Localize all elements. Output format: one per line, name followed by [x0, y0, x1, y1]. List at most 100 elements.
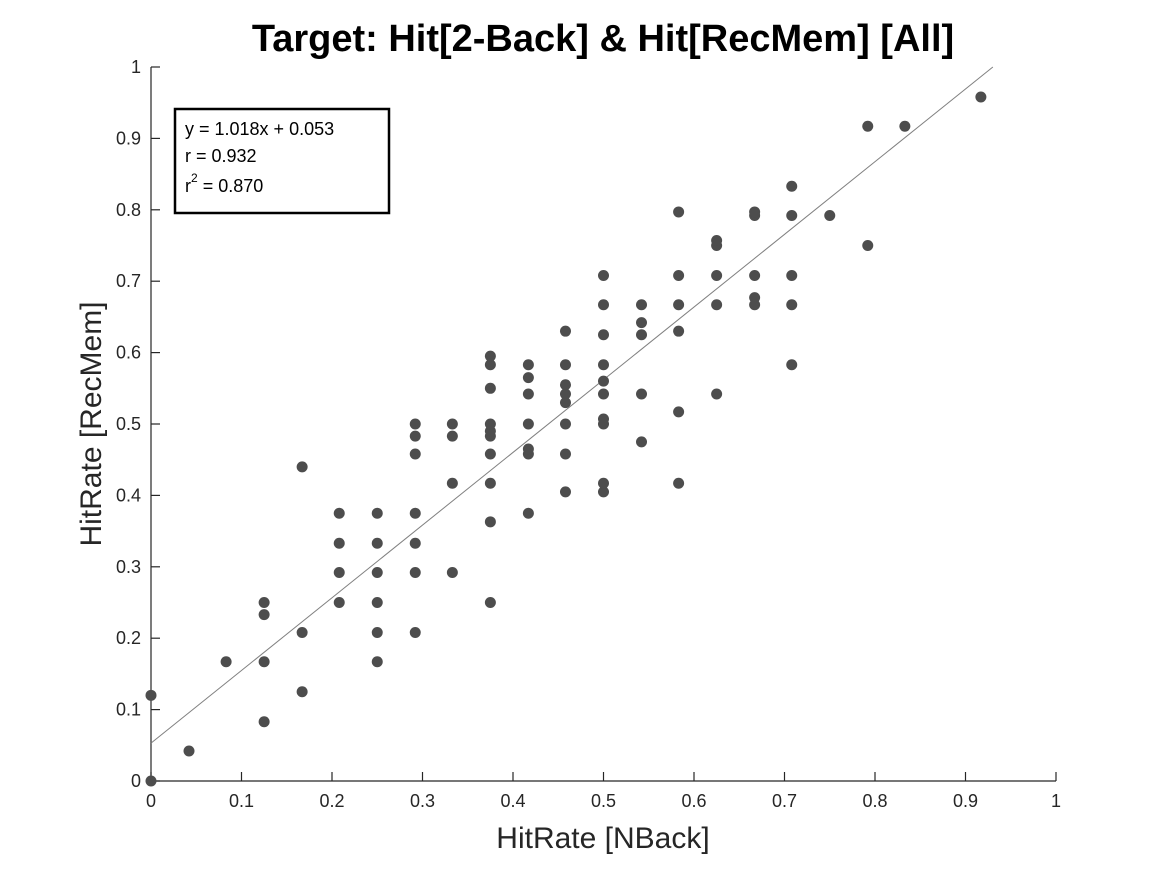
- data-point: [484, 597, 496, 608]
- data-point: [296, 626, 308, 638]
- y-axis-label: HitRate [RecMem]: [75, 301, 108, 546]
- data-point: [673, 206, 685, 218]
- data-point: [786, 299, 798, 311]
- data-point: [258, 656, 270, 668]
- data-point: [296, 461, 308, 473]
- x-tick-label: 0.4: [500, 791, 525, 811]
- stats-box: y = 1.018x + 0.053 r = 0.932 r2 = 0.870: [173, 107, 391, 215]
- data-point: [333, 537, 345, 549]
- data-point: [598, 269, 609, 281]
- data-point: [636, 388, 648, 400]
- stats-r2: r2 = 0.870: [185, 171, 263, 196]
- data-point: [711, 269, 723, 281]
- data-point: [409, 430, 421, 442]
- x-tick-label: 0.1: [229, 791, 254, 811]
- data-point: [711, 299, 723, 311]
- x-axis-label: HitRate [NBack]: [496, 822, 709, 855]
- data-points: [145, 91, 987, 787]
- data-point: [711, 235, 723, 247]
- data-point: [598, 359, 609, 371]
- data-point: [636, 299, 648, 311]
- stats-equation: y = 1.018x + 0.053: [185, 119, 334, 139]
- data-point: [258, 597, 270, 608]
- data-point: [409, 418, 421, 430]
- y-tick-label: 0.7: [116, 271, 141, 291]
- data-point: [862, 120, 874, 132]
- data-point: [145, 689, 157, 701]
- data-point: [371, 626, 383, 638]
- tick-group: 0 0.1 0.2 0.3 0.4 0.5 0.6 0.7 0.8 0.9 1 0 0.1 0.2 0.3 0…: [116, 57, 1061, 811]
- stats-box-frame: [173, 107, 391, 215]
- data-point: [673, 325, 685, 337]
- y-tick-label: 0.4: [116, 485, 141, 505]
- data-point: [598, 486, 609, 498]
- data-point: [371, 507, 383, 519]
- data-point: [409, 626, 421, 638]
- stats-r2-value: = 0.870: [198, 176, 264, 196]
- data-point: [522, 388, 534, 400]
- data-point: [409, 448, 421, 460]
- data-point: [522, 372, 534, 384]
- data-point: [786, 269, 798, 281]
- data-point: [409, 567, 421, 579]
- x-tick-label: 0.7: [772, 791, 797, 811]
- data-point: [559, 486, 571, 498]
- y-tick-label: 0.9: [116, 128, 141, 148]
- data-point: [598, 477, 609, 489]
- data-point: [899, 120, 911, 132]
- data-point: [484, 448, 496, 460]
- data-point: [371, 656, 383, 668]
- data-point: [522, 359, 534, 371]
- data-point: [446, 567, 458, 579]
- data-point: [446, 477, 458, 489]
- data-point: [484, 359, 496, 371]
- data-point: [333, 597, 345, 608]
- data-point: [484, 516, 496, 528]
- data-point: [673, 406, 685, 418]
- data-point: [598, 375, 609, 387]
- x-tick-label: 0: [146, 791, 156, 811]
- x-tick-label: 0.2: [319, 791, 344, 811]
- y-tick-label: 0.1: [116, 700, 141, 720]
- data-point: [522, 507, 534, 519]
- data-point: [598, 299, 609, 311]
- data-point: [333, 507, 345, 519]
- y-tick-label: 0.5: [116, 414, 141, 434]
- data-point: [673, 477, 685, 489]
- data-point: [975, 91, 987, 103]
- data-point: [183, 745, 195, 757]
- data-point: [749, 292, 761, 304]
- y-tick-label: 1: [131, 57, 141, 77]
- data-point: [786, 180, 798, 192]
- data-point: [749, 206, 761, 218]
- data-point: [636, 436, 648, 448]
- data-point: [371, 537, 383, 549]
- x-tick-label: 0.5: [591, 791, 616, 811]
- x-tick-label: 1: [1051, 791, 1061, 811]
- data-point: [371, 597, 383, 608]
- data-point: [636, 329, 648, 341]
- fit-line-group: [150, 66, 994, 744]
- data-point: [673, 299, 685, 311]
- data-point: [559, 397, 571, 409]
- y-tick-label: 0: [131, 771, 141, 791]
- data-point: [484, 382, 496, 394]
- data-point: [446, 430, 458, 442]
- chart-title: Target: Hit[2-Back] & Hit[RecMem] [All]: [252, 18, 954, 60]
- data-point: [711, 388, 723, 400]
- data-point: [446, 418, 458, 430]
- data-point: [598, 413, 609, 425]
- data-point: [559, 325, 571, 337]
- data-point: [409, 537, 421, 549]
- data-point: [296, 686, 308, 698]
- y-tick-label: 0.2: [116, 628, 141, 648]
- x-tick-label: 0.8: [862, 791, 887, 811]
- data-point: [220, 656, 232, 668]
- data-point: [636, 317, 648, 329]
- stats-r: r = 0.932: [185, 146, 257, 166]
- data-point: [333, 567, 345, 579]
- data-point: [409, 507, 421, 519]
- data-point: [522, 443, 534, 455]
- data-point: [598, 388, 609, 400]
- x-tick-label: 0.3: [410, 791, 435, 811]
